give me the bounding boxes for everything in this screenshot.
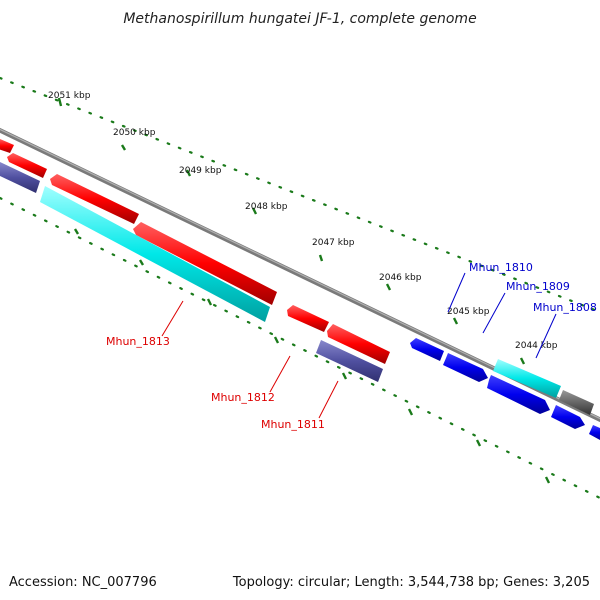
gene-feature[interactable]	[487, 375, 550, 414]
gene-feature[interactable]	[316, 340, 383, 382]
inner-ruler-dots	[0, 196, 600, 500]
ruler-label: 2048 kbp	[245, 202, 288, 212]
gene-label-mhun-1813[interactable]: Mhun_1813	[106, 335, 170, 348]
inner-ruler-tick	[475, 439, 482, 447]
forward-genes	[0, 139, 390, 364]
secondary-genes	[0, 162, 561, 398]
gene-feature[interactable]	[443, 353, 488, 382]
inner-ruler-tick	[407, 408, 414, 416]
ruler-label: 2051 kbp	[48, 91, 91, 101]
gene-feature[interactable]	[7, 153, 47, 178]
gene-feature[interactable]	[551, 405, 585, 429]
inner-ruler	[0, 196, 600, 500]
ruler-tick	[185, 169, 192, 177]
accession-text: Accession: NC_007796	[9, 575, 157, 590]
gene-feature[interactable]	[0, 162, 40, 193]
gene-feature[interactable]	[0, 139, 14, 153]
inner-ruler-tick	[273, 336, 280, 344]
reverse-genes	[410, 338, 600, 440]
ruler-tick	[452, 317, 459, 325]
gene-label-mhun-1808[interactable]: Mhun_1808	[533, 301, 597, 314]
inner-ruler-tick	[341, 372, 348, 380]
genome-title: Methanospirillum hungatei JF-1, complete…	[123, 11, 476, 27]
ruler-tick	[120, 144, 127, 151]
ruler-label: 2046 kbp	[379, 273, 422, 283]
leader-line	[318, 380, 339, 419]
ruler-label: 2045 kbp	[447, 307, 490, 317]
inner-ruler-tick	[544, 476, 551, 484]
ruler-tick	[519, 357, 526, 365]
gene-label-mhun-1809[interactable]: Mhun_1809	[506, 280, 570, 293]
leader-line	[535, 313, 557, 359]
gene-feature[interactable]	[133, 222, 277, 305]
leader-line	[447, 272, 466, 313]
ruler-tick	[318, 254, 324, 262]
gene-label-mhun-1811[interactable]: Mhun_1811	[261, 418, 325, 431]
gene-feature[interactable]	[559, 390, 594, 415]
ruler-dots	[0, 76, 600, 314]
gene-labels: Mhun_1813 Mhun_1812 Mhun_1811 Mhun_1810 …	[106, 261, 597, 431]
gene-feature[interactable]	[410, 338, 444, 361]
gene-feature[interactable]	[287, 305, 329, 332]
ruler-label: 2050 kbp	[113, 128, 156, 138]
gene-feature[interactable]	[50, 174, 139, 224]
ruler-label: 2049 kbp	[179, 166, 222, 176]
gene-feature[interactable]	[589, 425, 600, 440]
ruler-tick	[57, 97, 63, 107]
inner-ruler-tick	[73, 228, 80, 235]
inner-ruler-tick	[138, 259, 145, 266]
gene-feature[interactable]	[327, 324, 390, 364]
gene-feature[interactable]	[493, 359, 561, 398]
leader-line	[482, 292, 506, 334]
leader-line	[161, 300, 184, 337]
inner-ruler-tick	[206, 298, 213, 306]
genome-summary-text: Topology: circular; Length: 3,544,738 bp…	[232, 575, 590, 590]
ruler-label: 2047 kbp	[312, 238, 355, 248]
ruler: 2051 kbp 2050 kbp 2049 kbp 2048 kbp 2047…	[0, 76, 600, 365]
ruler-tick	[251, 207, 258, 215]
ruler-label: 2044 kbp	[515, 341, 558, 351]
gene-label-mhun-1810[interactable]: Mhun_1810	[469, 261, 533, 274]
leader-line	[269, 355, 291, 393]
gene-feature[interactable]	[40, 186, 270, 322]
gene-label-mhun-1812[interactable]: Mhun_1812	[211, 391, 275, 404]
ruler-tick	[385, 283, 392, 291]
